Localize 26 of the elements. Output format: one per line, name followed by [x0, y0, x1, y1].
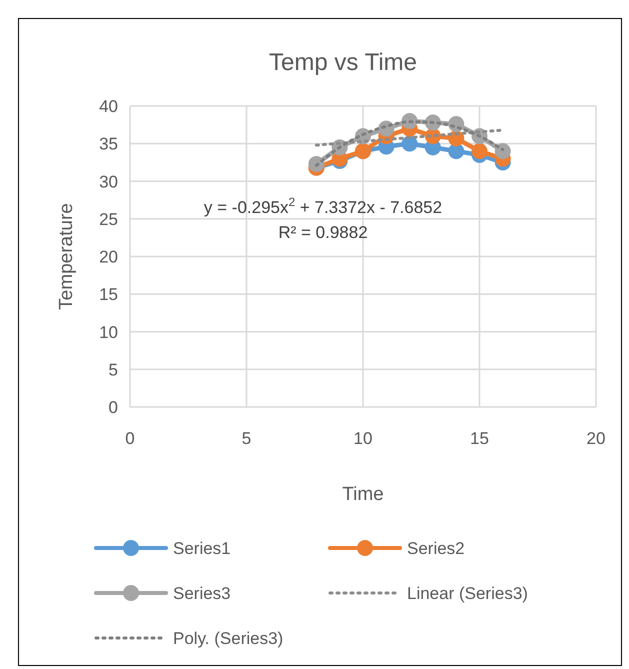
legend-label: Poly. (Series3): [173, 629, 284, 648]
y-tick-label: 40: [99, 97, 118, 116]
y-tick-label: 30: [99, 172, 118, 192]
y-tick-label: 10: [99, 322, 118, 342]
point: [472, 143, 488, 160]
y-tick-label: 20: [99, 248, 118, 266]
x-tick-label: 15: [470, 429, 489, 448]
x-tick-label: 5: [242, 429, 252, 448]
legend-label: Series2: [407, 539, 465, 558]
x-tick-label: 10: [354, 429, 372, 448]
annotation: R² = 0.9882: [278, 223, 368, 242]
y-tick-label: 5: [108, 360, 118, 380]
chart-title: Temp vs Time: [268, 49, 418, 76]
y-tick-label: 25: [99, 210, 118, 229]
legend-label: Linear (Series3): [407, 584, 528, 603]
x-tick-label: 20: [586, 429, 606, 448]
x-axis-title: Time: [342, 484, 384, 505]
legend-label: Series3: [173, 584, 231, 603]
y-axis-title: Temperature: [56, 203, 77, 310]
y-tick-label: 15: [99, 285, 118, 304]
annotation: y = -0.295x$^{2}$ + 7.3372x - 7.6852: [204, 195, 442, 217]
legend-label: Series1: [173, 539, 231, 558]
y-tick-label: 0: [108, 398, 118, 417]
y-tick-label: 35: [99, 134, 118, 154]
x-tick-label: 0: [125, 429, 135, 448]
point: [494, 143, 511, 160]
